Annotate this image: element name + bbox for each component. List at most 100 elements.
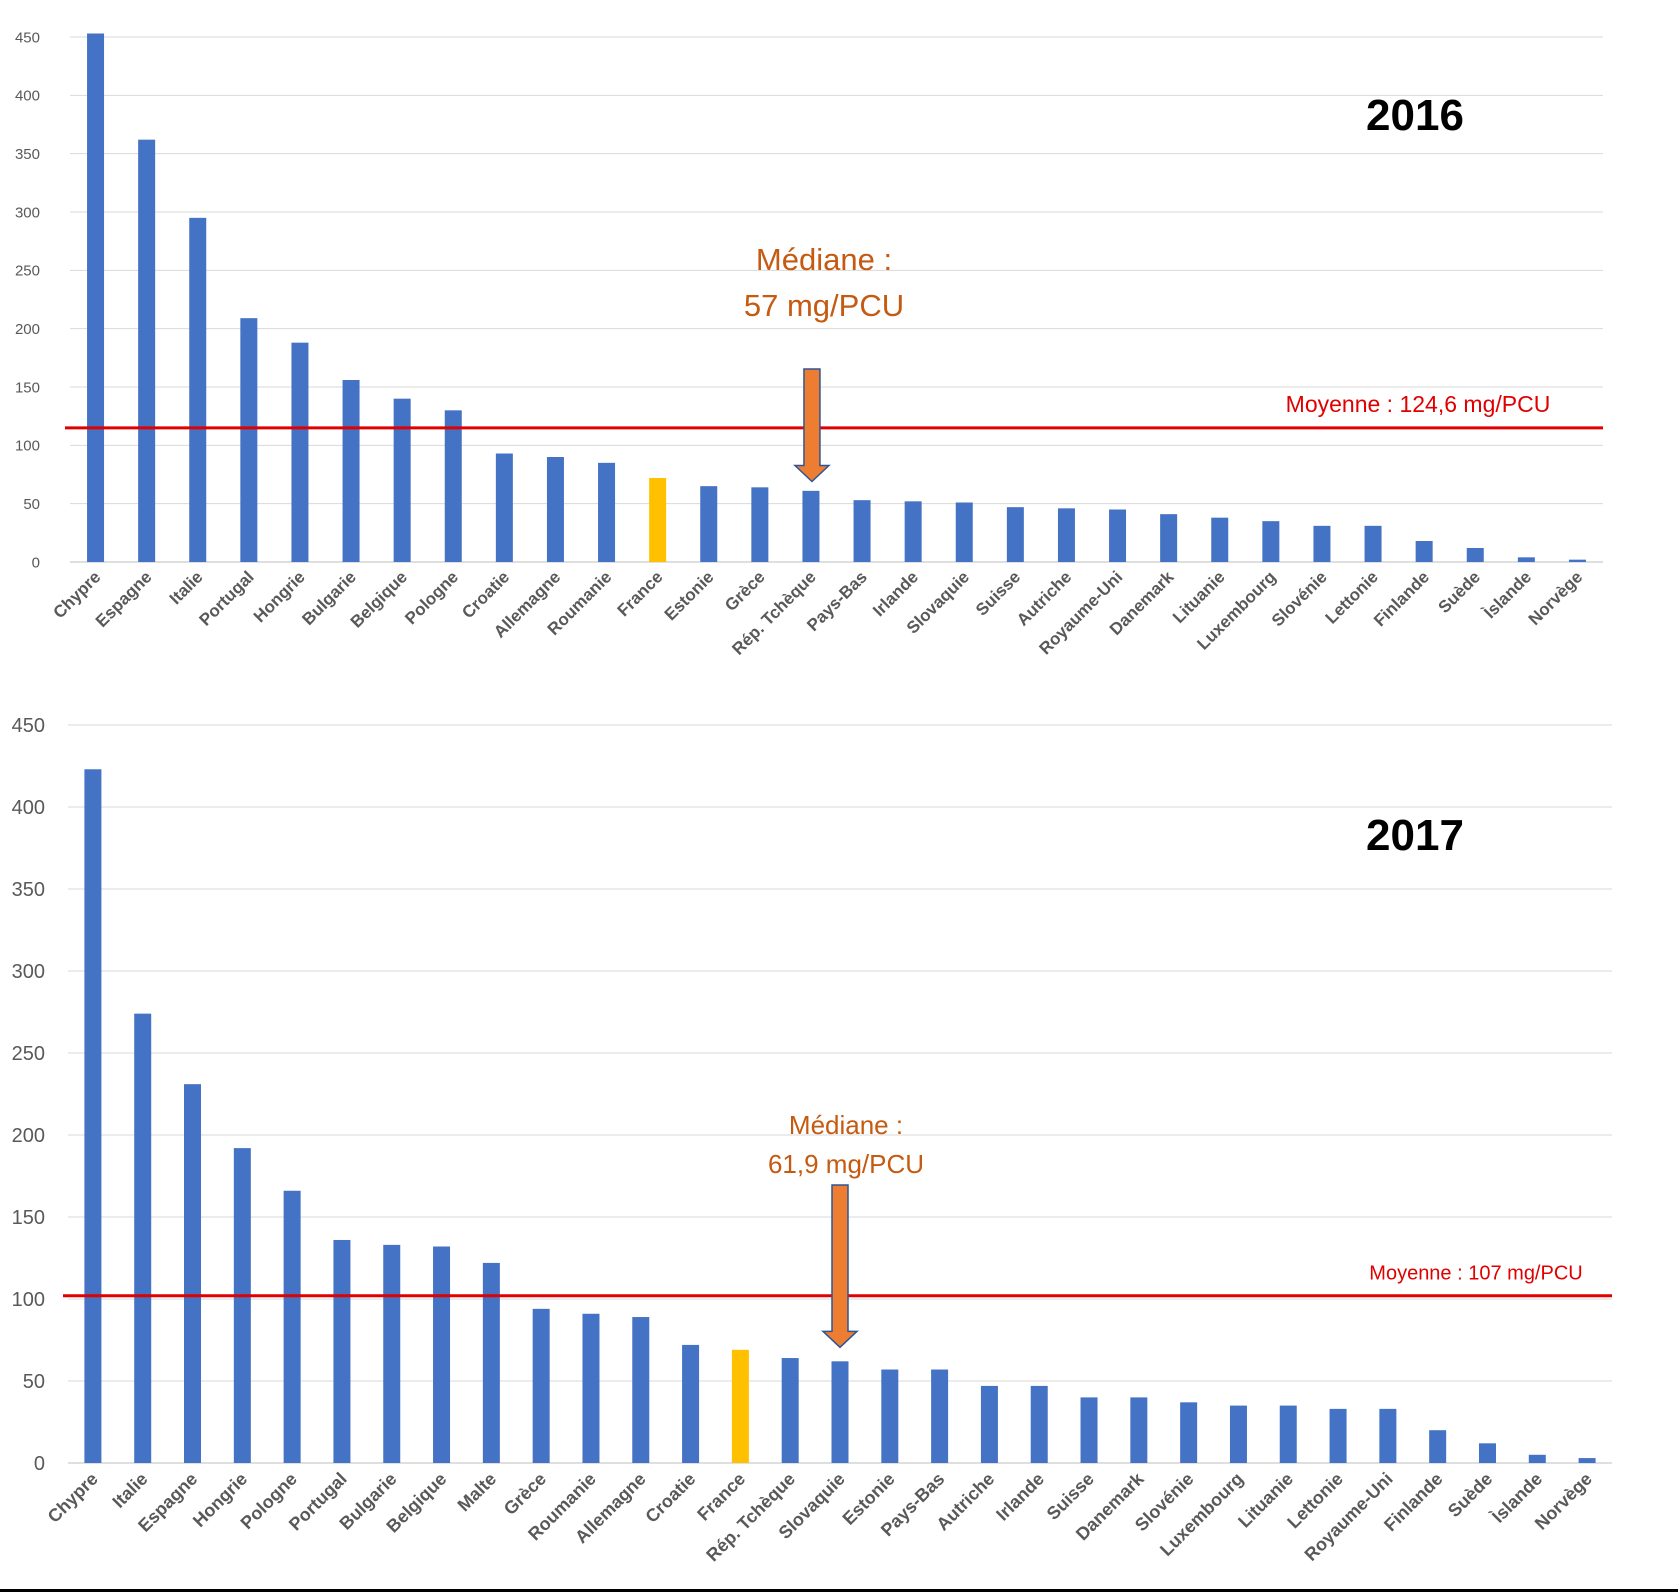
x-tick-label: Finlande: [1370, 567, 1433, 630]
y-tick-label: 50: [23, 1371, 45, 1393]
y-tick-label: 200: [12, 1125, 45, 1147]
bar-portugal: [333, 1239, 351, 1463]
bar-royaume-uni: [1109, 509, 1127, 562]
y-tick-label: 250: [15, 263, 40, 280]
bar-autriche: [1057, 508, 1075, 562]
bar-roumanie: [598, 462, 616, 562]
median-label-line1: Médiane :: [789, 1110, 903, 1140]
bar-belgique: [393, 398, 411, 562]
y-tick-label: 150: [15, 379, 40, 396]
chart-2016: 050100150200250300350400450ChypreEspagne…: [15, 29, 1603, 659]
bar-rep-tcheque: [802, 490, 820, 562]
bar-grece: [751, 487, 769, 562]
x-tick-label: Pologne: [401, 567, 462, 628]
bar-norvege: [1568, 559, 1586, 562]
y-tick-label: 300: [12, 961, 45, 983]
x-tick-label: France: [614, 567, 667, 620]
bar-bulgarie: [383, 1244, 401, 1463]
median-arrow: [793, 368, 831, 483]
mean-label: Moyenne : 107 mg/PCU: [1369, 1263, 1582, 1285]
bar-danemark: [1130, 1397, 1148, 1463]
bar-slovenie: [1313, 525, 1331, 562]
y-tick-label: 450: [12, 715, 45, 737]
bar-rep-tcheque: [781, 1358, 799, 1463]
bar-lituanie: [1279, 1405, 1297, 1463]
bar-slovaquie: [955, 502, 973, 562]
y-tick-label: 350: [15, 146, 40, 163]
bar-estonie: [700, 486, 718, 562]
y-tick-label: 0: [34, 1453, 45, 1475]
bar-suede: [1466, 548, 1484, 562]
bar-espagne: [184, 1084, 202, 1463]
bar-chypre: [87, 33, 105, 562]
y-tick-label: 100: [12, 1289, 45, 1311]
bar-italie: [134, 1013, 152, 1463]
x-tick-label: Irlande: [992, 1469, 1048, 1525]
x-tick-label: Slovénie: [1268, 567, 1331, 630]
bar-chypre: [84, 769, 102, 1463]
bar-espagne: [138, 139, 156, 562]
bar-france: [649, 478, 667, 562]
bar-estonie: [881, 1369, 899, 1463]
bar-suisse: [1006, 507, 1024, 562]
y-tick-label: 400: [15, 88, 40, 105]
bar-roumanie: [582, 1313, 600, 1463]
bar-allemagne: [546, 457, 564, 562]
bar-allemagne: [632, 1317, 650, 1463]
x-tick-label: Espagne: [92, 567, 156, 631]
median-arrow: [821, 1184, 859, 1349]
median-label-line2: 61,9 mg/PCU: [768, 1149, 924, 1179]
y-tick-label: 450: [15, 29, 40, 46]
mean-label: Moyenne : 124,6 mg/PCU: [1286, 391, 1551, 417]
bar-malte: [482, 1262, 500, 1463]
y-tick-label: 150: [12, 1207, 45, 1229]
bar-suede: [1478, 1443, 1496, 1463]
bar-finlande: [1429, 1430, 1447, 1463]
y-tick-label: 300: [15, 204, 40, 221]
x-tick-label: Suède: [1435, 567, 1485, 617]
bar-islande: [1517, 557, 1535, 562]
bar-slovaquie: [831, 1361, 849, 1463]
bar-danemark: [1160, 514, 1178, 562]
bar-irlande: [1030, 1385, 1048, 1463]
bar-luxembourg: [1229, 1405, 1247, 1463]
chart-title: 2016: [1366, 91, 1464, 140]
bar-lettonie: [1364, 525, 1382, 562]
bar-irlande: [904, 501, 922, 562]
bar-croatie: [495, 453, 513, 562]
bar-islande: [1528, 1454, 1546, 1463]
x-tick-label: Portugal: [195, 567, 257, 629]
x-tick-label: Chypre: [44, 1469, 102, 1527]
bar-hongrie: [291, 342, 309, 562]
y-tick-label: 100: [15, 438, 40, 455]
bar-pays-bas: [931, 1369, 949, 1463]
x-tick-label: Belgique: [347, 567, 411, 631]
bar-lettonie: [1329, 1408, 1347, 1463]
median-label-line1: Médiane :: [756, 242, 892, 277]
x-tick-label: Rép. Tchèque: [702, 1469, 799, 1566]
bar-pays-bas: [853, 500, 871, 562]
bar-bulgarie: [342, 380, 360, 562]
bar-italie: [189, 217, 207, 563]
x-tick-label: Croatie: [641, 1469, 699, 1527]
bar-norvege: [1578, 1458, 1596, 1463]
x-tick-label: Norvège: [1525, 567, 1587, 629]
bar-pologne: [283, 1190, 301, 1463]
bar-luxembourg: [1262, 521, 1280, 562]
x-tick-label: Italie: [108, 1469, 151, 1512]
y-tick-label: 350: [12, 879, 45, 901]
bar-belgique: [433, 1246, 451, 1463]
median-label-line2: 57 mg/PCU: [744, 288, 904, 323]
bar-royaume-uni: [1379, 1408, 1397, 1463]
y-tick-label: 250: [12, 1043, 45, 1065]
x-tick-label: Estonie: [661, 567, 718, 624]
chart-title: 2017: [1366, 811, 1464, 860]
bar-portugal: [240, 318, 258, 562]
bar-finlande: [1415, 541, 1433, 562]
bar-hongrie: [233, 1148, 251, 1463]
bar-suisse: [1080, 1397, 1098, 1463]
y-tick-label: 0: [32, 554, 40, 571]
bar-lituanie: [1211, 517, 1229, 562]
bar-slovenie: [1180, 1402, 1198, 1463]
